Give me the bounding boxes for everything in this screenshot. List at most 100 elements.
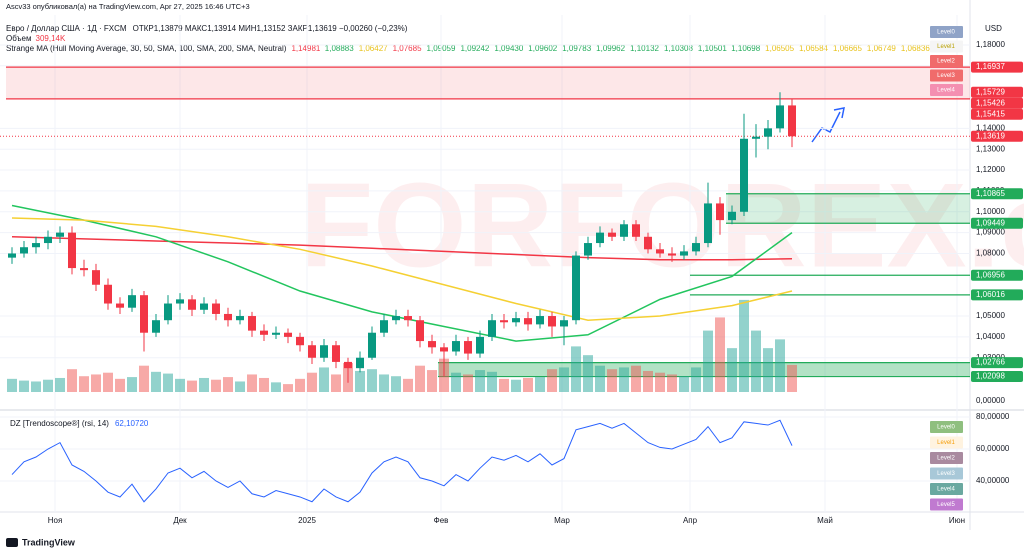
candle-body (272, 332, 280, 335)
legend-label: Level3 (937, 471, 955, 477)
volume-bar (655, 372, 665, 392)
volume-bar (379, 374, 389, 392)
ma-name: Strange MA (Hull Moving Average, 30, 50,… (6, 44, 287, 53)
candle-body (464, 341, 472, 354)
volume-bar (43, 379, 53, 392)
time-label: Мар (554, 516, 570, 525)
candle-body (488, 320, 496, 337)
volume-bar (571, 346, 581, 392)
candle-body (104, 284, 112, 304)
volume-bar (283, 384, 293, 392)
volume-bar (763, 348, 773, 392)
candle-body (224, 313, 232, 321)
price-label: 1,02766 (976, 358, 1005, 367)
symbol-name: Евро / Доллар США · 1Д · FXCM (6, 24, 127, 33)
candle-body (536, 316, 544, 325)
y-tick-label: 1,08000 (976, 249, 1005, 258)
candle-body (440, 347, 448, 352)
volume-bar (391, 376, 401, 392)
volume-bar (727, 348, 737, 392)
watermark: FORFOREX.com (300, 159, 1024, 293)
candle-body (356, 357, 364, 369)
candle-body (116, 303, 124, 308)
candle-body (368, 332, 376, 358)
volume-value: 309,14K (36, 34, 66, 43)
volume-bar (559, 367, 569, 392)
candle-body (728, 211, 736, 221)
price-label-box (971, 130, 1023, 142)
price-label-box (971, 86, 1023, 98)
volume-bar (523, 377, 533, 392)
y-tick-label: 1,05000 (976, 311, 1005, 320)
volume-bar (7, 378, 17, 392)
volume-bar (535, 377, 545, 392)
time-label: 2025 (298, 516, 316, 525)
volume-bar (259, 377, 269, 392)
time-label: Июн (949, 516, 965, 525)
candle-body (596, 232, 604, 244)
ma-value: 1,10501 (698, 44, 727, 53)
legend-box (930, 421, 963, 433)
legend-box (930, 26, 963, 38)
volume-bar (247, 374, 257, 392)
volume-bar (547, 369, 557, 392)
candle-body (80, 268, 88, 271)
volume-bar (307, 372, 317, 392)
candle-body (692, 243, 700, 252)
publisher: Ascv33 опубликовал(а) на TradingView.com… (6, 2, 250, 11)
candle-body (416, 320, 424, 342)
candle-body (344, 361, 352, 369)
volume-bar (487, 371, 497, 392)
logo (6, 538, 18, 547)
ma-value: 1,10698 (731, 44, 760, 53)
ma-value: 1,06749 (867, 44, 896, 53)
price-label-box (971, 188, 1023, 200)
legend-box (930, 467, 963, 480)
ma-value: 1,09242 (460, 44, 489, 53)
volume-label: Объем (6, 34, 32, 43)
y-tick-label: 1,18000 (976, 40, 1005, 49)
candle-body (788, 105, 796, 137)
candle-body (608, 232, 616, 237)
ma-title: Strange MA (Hull Moving Average, 30, 50,… (6, 44, 930, 53)
volume-bar (163, 373, 173, 392)
candle-body (284, 332, 292, 337)
time-label: Фев (434, 516, 449, 525)
y-tick-label: 1,14000 (976, 123, 1005, 132)
volume-bar (19, 380, 29, 392)
price-label: 1,10865 (976, 189, 1005, 198)
legend-label: Level3 (937, 73, 955, 79)
candle-body (56, 232, 64, 237)
volume-bar (127, 377, 137, 392)
price-label: 1,13619 (976, 131, 1005, 140)
volume-bar (367, 369, 377, 392)
candle-body (572, 255, 580, 321)
ma-value: 1,06505 (765, 44, 794, 53)
volume-bar (55, 377, 65, 392)
candle-body (308, 345, 316, 358)
volume-bar (175, 378, 185, 392)
volume-bar (511, 379, 521, 392)
y-tick-label: 1,12000 (976, 165, 1005, 174)
candle-body (188, 299, 196, 310)
y-tick-label: 1,04000 (976, 332, 1005, 341)
candle-body (656, 249, 664, 254)
volume-bar (739, 299, 749, 392)
candle-body (752, 136, 760, 139)
volume-bar (475, 370, 485, 392)
legend-box (930, 55, 963, 67)
ma-value: 1,09430 (494, 44, 523, 53)
legend-box (930, 40, 963, 53)
candle-body (32, 243, 40, 248)
price-label-box (971, 357, 1023, 369)
candle-body (200, 303, 208, 310)
volume-bar (619, 367, 629, 392)
candle-body (68, 232, 76, 269)
candle-body (140, 295, 148, 333)
legend-label: Level5 (937, 502, 955, 508)
legend-label: Level2 (937, 59, 955, 65)
volume-bar (679, 376, 689, 392)
candle-body (584, 243, 592, 256)
candle-body (764, 128, 772, 137)
